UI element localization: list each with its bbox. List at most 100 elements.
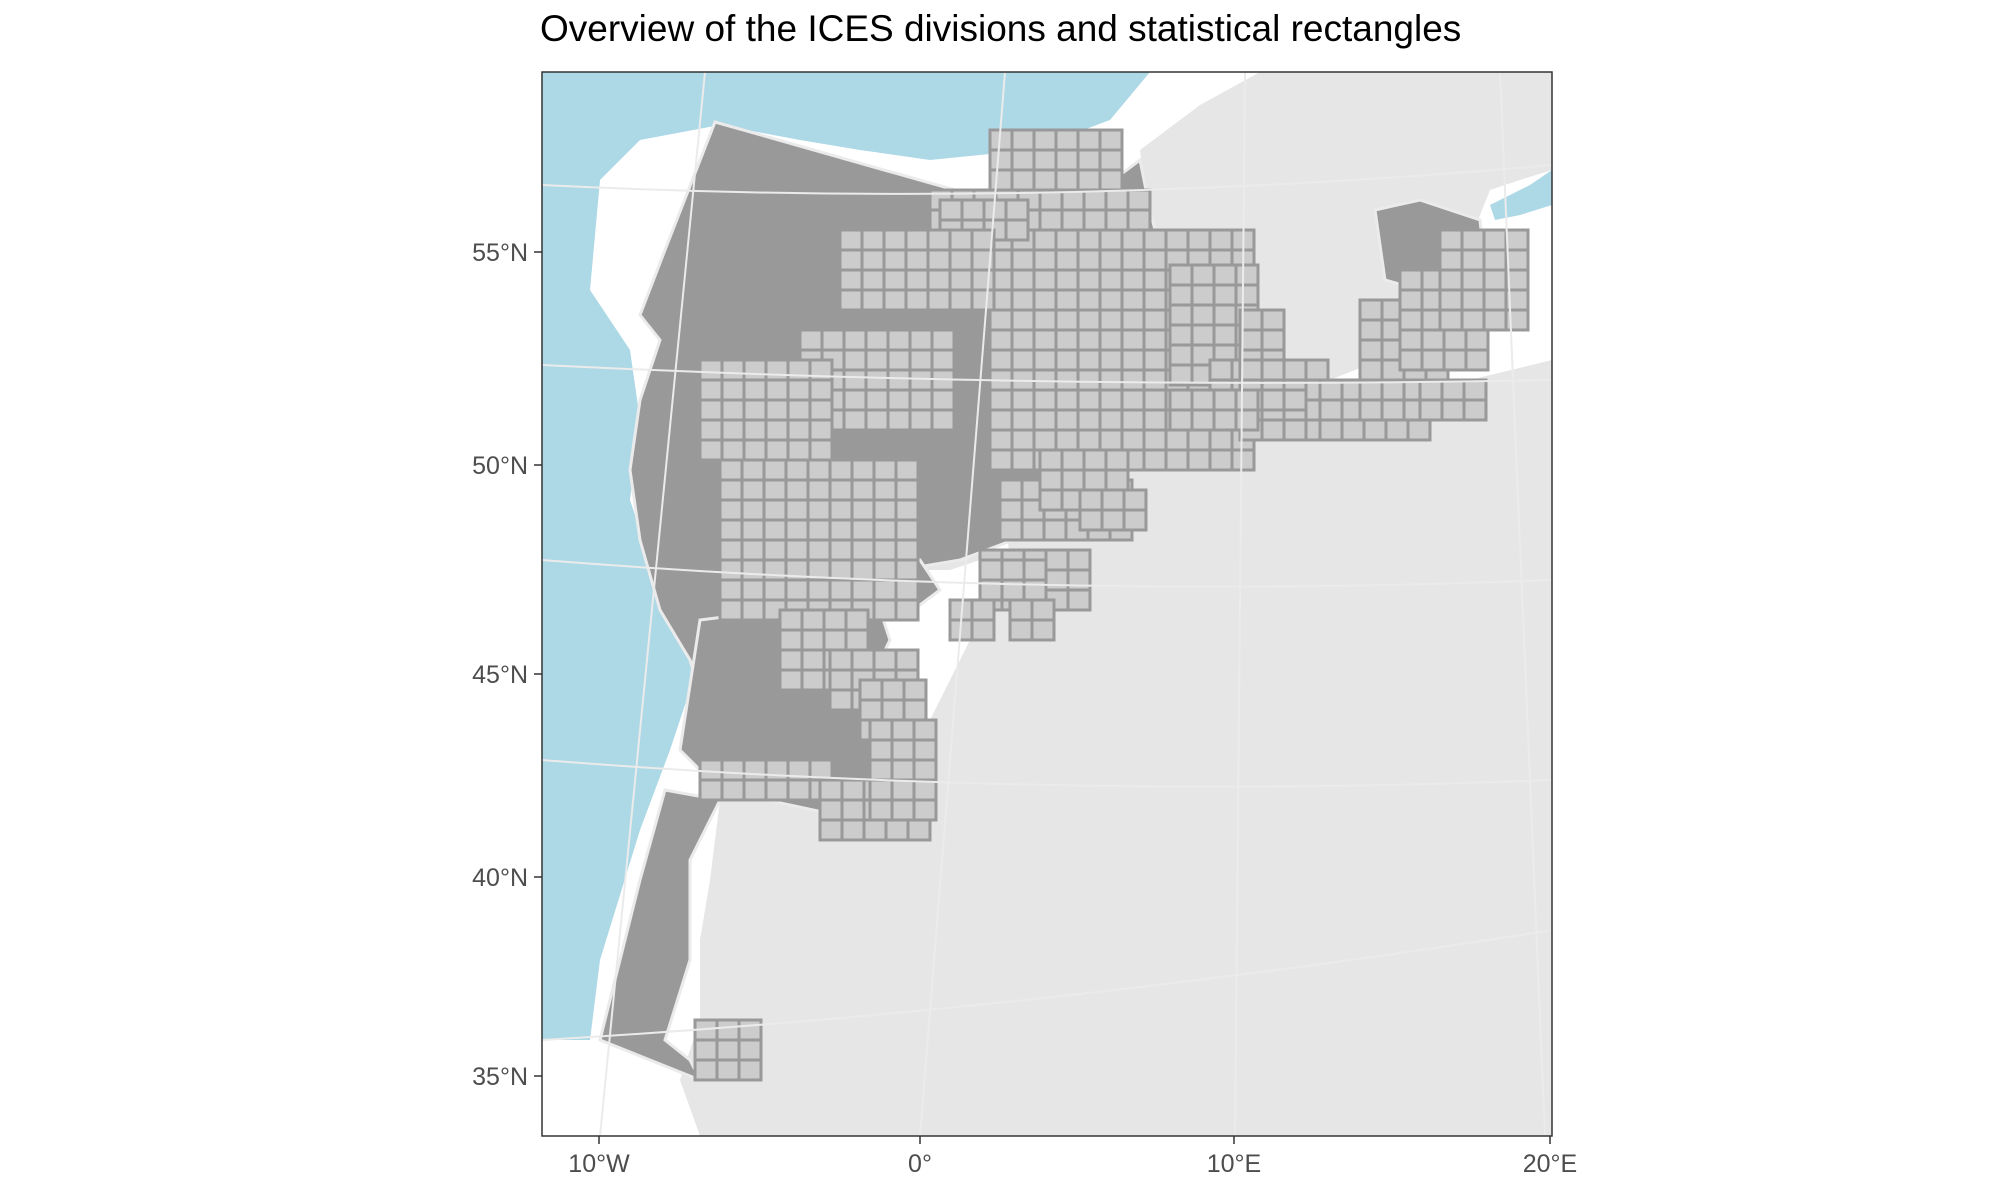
statistical-rectangle-272 bbox=[742, 418, 768, 442]
statistical-rectangle-188 bbox=[938, 198, 964, 222]
statistical-rectangle-325 bbox=[806, 538, 832, 562]
statistical-rectangle-582 bbox=[1420, 328, 1446, 352]
statistical-rectangle-198 bbox=[838, 268, 864, 292]
statistical-rectangle-296 bbox=[718, 598, 744, 622]
statistical-rectangle-298 bbox=[740, 478, 766, 502]
statistical-rectangle-52 bbox=[988, 388, 1014, 412]
statistical-rectangle-351 bbox=[872, 578, 898, 602]
statistical-rectangle-278 bbox=[764, 438, 790, 462]
statistical-rectangle-630 bbox=[1234, 408, 1260, 432]
statistical-rectangle-9 bbox=[1032, 148, 1058, 172]
statistical-rectangle-107 bbox=[1098, 288, 1124, 312]
statistical-rectangle-119 bbox=[1120, 288, 1146, 312]
statistical-rectangle-82 bbox=[1054, 268, 1080, 292]
statistical-rectangle-12 bbox=[1054, 128, 1080, 152]
statistical-rectangle-658 bbox=[1030, 618, 1056, 642]
statistical-rectangle-271 bbox=[742, 398, 768, 422]
statistical-rectangle-87 bbox=[1054, 368, 1080, 392]
statistical-rectangle-334 bbox=[828, 558, 854, 582]
statistical-rectangle-423 bbox=[894, 648, 920, 672]
statistical-rectangle-643 bbox=[1078, 488, 1104, 512]
statistical-rectangle-197 bbox=[838, 248, 864, 272]
statistical-rectangle-247 bbox=[886, 388, 912, 412]
lat-label-40n: 40°N bbox=[472, 864, 528, 892]
statistical-rectangle-84 bbox=[1054, 308, 1080, 332]
statistical-rectangle-441 bbox=[764, 758, 790, 782]
statistical-rectangle-246 bbox=[886, 368, 912, 392]
statistical-rectangle-468 bbox=[890, 738, 916, 762]
statistical-rectangle-65 bbox=[1010, 408, 1036, 432]
statistical-rectangle-207 bbox=[882, 288, 908, 312]
statistical-rectangle-74 bbox=[1032, 348, 1058, 372]
statistical-rectangle-359 bbox=[894, 578, 920, 602]
statistical-rectangle-348 bbox=[872, 518, 898, 542]
atlantic-sea-area bbox=[542, 72, 1150, 1040]
statistical-rectangle-448 bbox=[818, 798, 844, 822]
statistical-rectangle-632 bbox=[1038, 468, 1064, 492]
statistical-rectangle-200 bbox=[860, 228, 886, 252]
statistical-rectangle-635 bbox=[1060, 468, 1086, 492]
statistical-rectangle-236 bbox=[842, 368, 868, 392]
statistical-rectangle-152 bbox=[1186, 228, 1212, 252]
statistical-rectangle-60 bbox=[1010, 308, 1036, 332]
statistical-rectangle-17 bbox=[1076, 148, 1102, 172]
statistical-rectangle-449 bbox=[818, 818, 844, 842]
statistical-rectangle-552 bbox=[1358, 338, 1384, 362]
statistical-rectangle-212 bbox=[926, 228, 952, 252]
statistical-rectangle-49 bbox=[988, 328, 1014, 352]
statistical-rectangle-393 bbox=[1066, 588, 1092, 612]
statistical-rectangle-346 bbox=[872, 478, 898, 502]
statistical-rectangle-666 bbox=[737, 1038, 763, 1062]
statistical-rectangle-175 bbox=[1208, 448, 1234, 472]
statistical-rectangle-625 bbox=[1190, 388, 1216, 412]
statistical-rectangle-77 bbox=[1032, 408, 1058, 432]
statistical-rectangle-92 bbox=[1076, 228, 1102, 252]
statistical-rectangle-217 bbox=[948, 248, 974, 272]
statistical-rectangle-665 bbox=[737, 1018, 763, 1042]
statistical-rectangle-576 bbox=[1398, 308, 1424, 332]
statistical-rectangle-274 bbox=[764, 358, 790, 382]
statistical-rectangle-140 bbox=[1164, 228, 1190, 252]
statistical-rectangle-104 bbox=[1098, 228, 1124, 252]
statistical-rectangle-516 bbox=[1260, 308, 1286, 332]
statistical-rectangle-297 bbox=[740, 458, 766, 482]
statistical-rectangle-245 bbox=[886, 348, 912, 372]
statistical-rectangle-476 bbox=[912, 798, 938, 822]
statistical-rectangle-485 bbox=[1190, 303, 1216, 327]
statistical-rectangle-648 bbox=[1122, 508, 1148, 532]
statistical-rectangle-202 bbox=[860, 268, 886, 292]
statistical-rectangle-553 bbox=[1358, 358, 1384, 382]
statistical-rectangle-335 bbox=[828, 578, 854, 602]
statistical-rectangle-464 bbox=[868, 758, 894, 782]
statistical-rectangle-481 bbox=[1168, 343, 1194, 367]
statistical-rectangle-350 bbox=[872, 558, 898, 582]
graticule-meridian-10w bbox=[599, 72, 706, 1136]
statistical-rectangle-258 bbox=[930, 408, 956, 432]
statistical-rectangle-64 bbox=[1010, 388, 1036, 412]
statistical-rectangle-203 bbox=[860, 288, 886, 312]
statistical-rectangle-461 bbox=[906, 818, 932, 842]
graticule-parallel-45n bbox=[542, 559, 1552, 588]
statistical-rectangle-54 bbox=[988, 428, 1014, 452]
statistical-rectangle-199 bbox=[838, 288, 864, 312]
statistical-rectangle-404 bbox=[800, 648, 826, 672]
statistical-rectangle-352 bbox=[872, 598, 898, 622]
statistical-rectangle-629 bbox=[1234, 388, 1260, 412]
statistical-rectangle-287 bbox=[808, 418, 834, 442]
statistical-rectangle-111 bbox=[1098, 368, 1124, 392]
statistical-rectangle-605 bbox=[1482, 248, 1508, 272]
statistical-rectangle-37 bbox=[1060, 208, 1086, 232]
statistical-rectangle-389 bbox=[1044, 568, 1070, 592]
statistical-rectangle-67 bbox=[1010, 448, 1036, 472]
statistical-rectangle-35 bbox=[1038, 208, 1064, 232]
statistical-rectangle-98 bbox=[1076, 348, 1102, 372]
statistical-rectangle-657 bbox=[1030, 598, 1056, 622]
statistical-rectangle-405 bbox=[800, 668, 826, 692]
statistical-rectangle-1 bbox=[988, 148, 1014, 172]
statistical-rectangle-59 bbox=[1010, 288, 1036, 312]
statistical-rectangle-306 bbox=[762, 478, 788, 502]
statistical-rectangle-251 bbox=[908, 368, 934, 392]
statistical-rectangle-356 bbox=[894, 518, 920, 542]
statistical-rectangle-72 bbox=[1032, 308, 1058, 332]
statistical-rectangle-39 bbox=[1082, 208, 1108, 232]
